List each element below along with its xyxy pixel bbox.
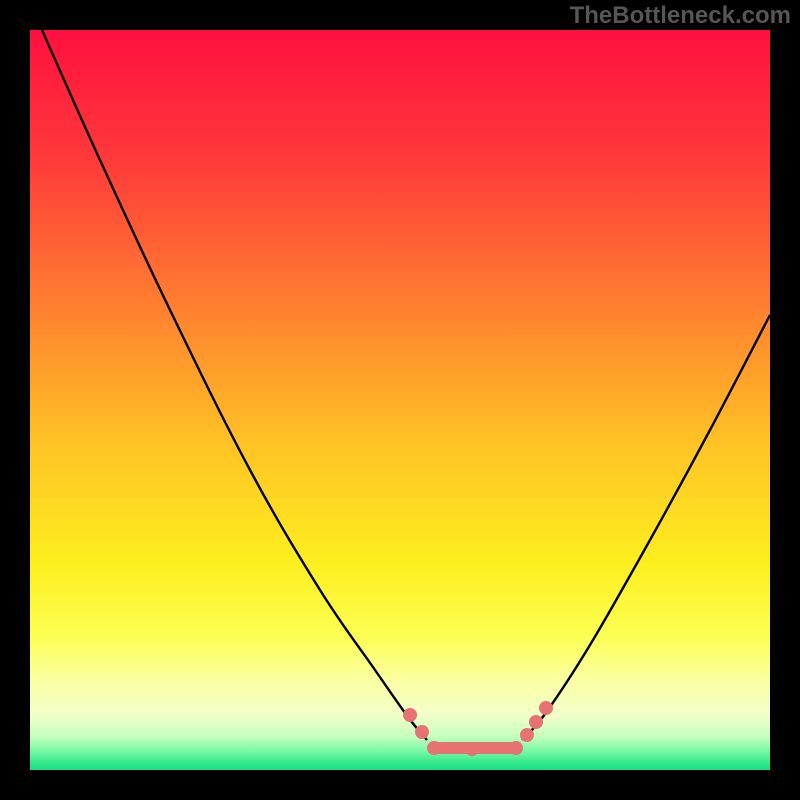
data-marker	[465, 742, 479, 756]
data-marker	[509, 741, 523, 755]
data-marker	[427, 741, 441, 755]
right-curve	[522, 315, 770, 740]
plot-area	[30, 30, 770, 770]
curve-layer	[30, 30, 770, 770]
watermark-text: TheBottleneck.com	[570, 2, 791, 30]
data-marker	[403, 708, 417, 722]
data-marker	[539, 701, 553, 715]
chart-frame: TheBottleneck.com	[0, 0, 800, 800]
data-marker	[520, 728, 534, 742]
data-marker	[415, 725, 429, 739]
data-marker	[529, 715, 543, 729]
left-curve	[42, 30, 427, 740]
